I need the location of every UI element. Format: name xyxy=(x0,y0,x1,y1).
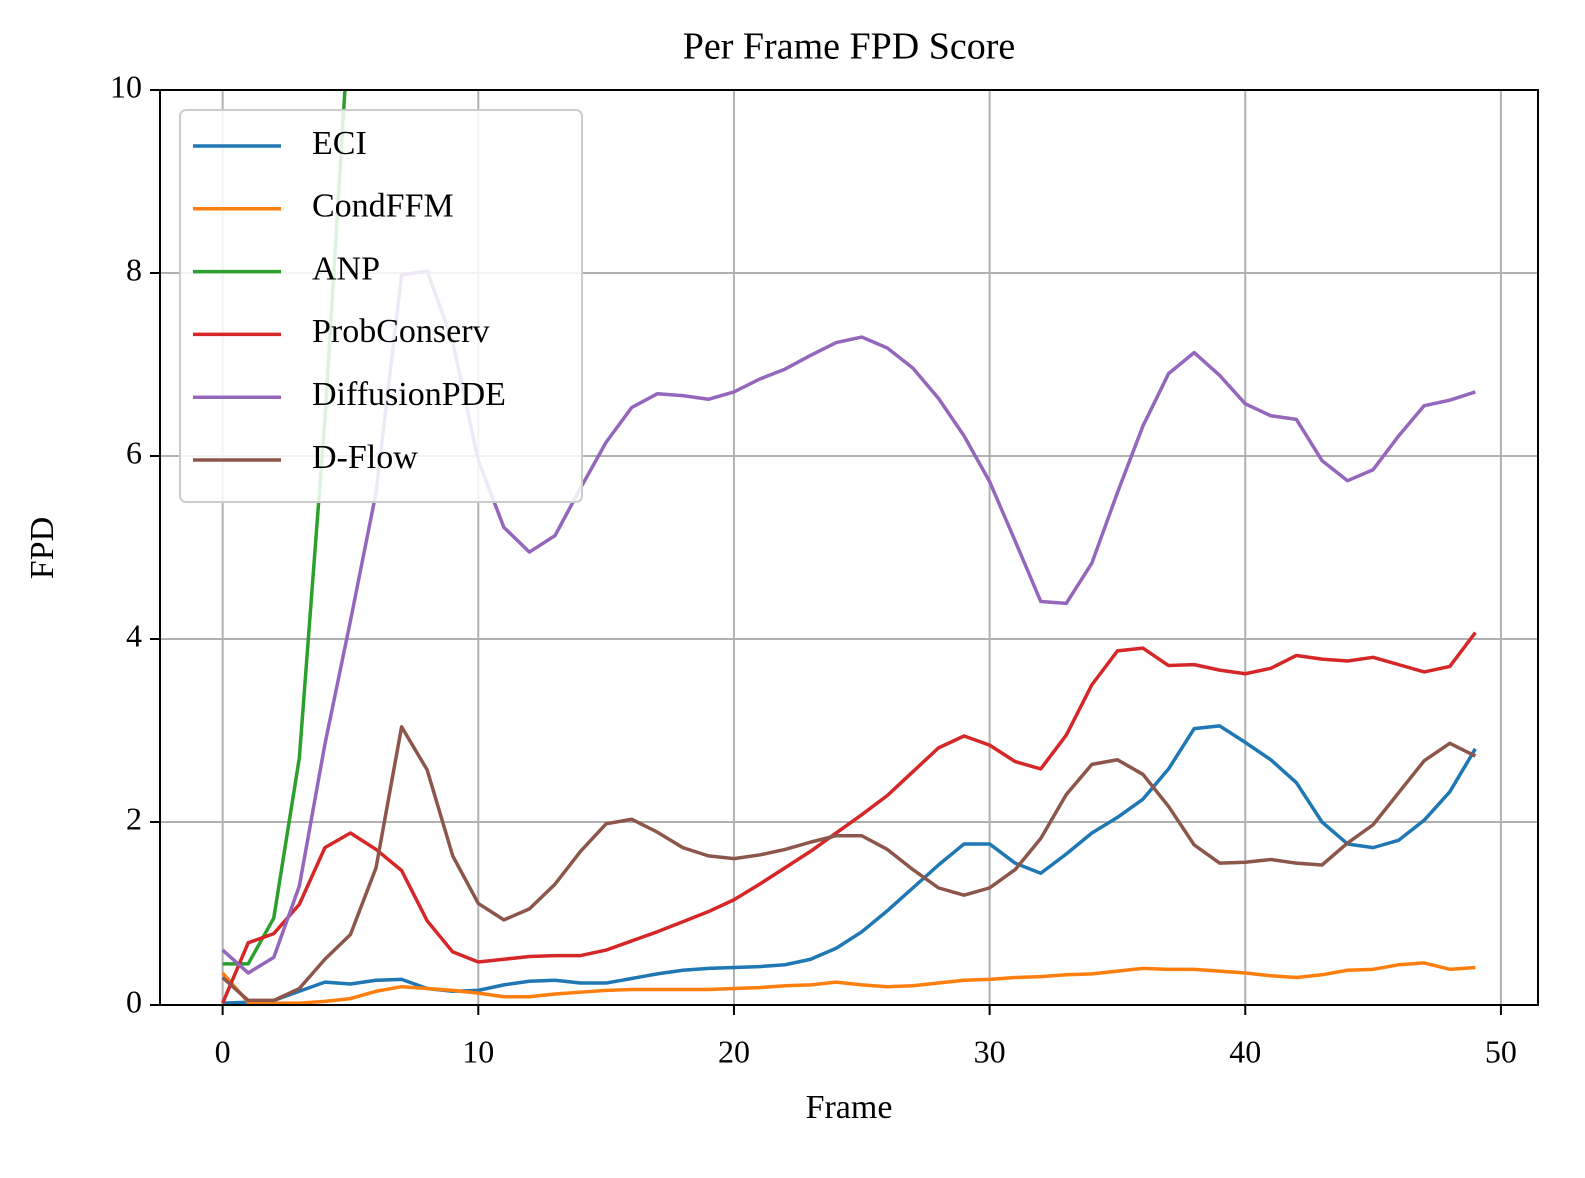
legend-label: ECI xyxy=(312,125,367,162)
legend-label: DiffusionPDE xyxy=(312,376,506,413)
data-line xyxy=(221,725,1477,1003)
x-axis-label: Frame xyxy=(806,1089,893,1126)
y-tick-label: 2 xyxy=(126,800,142,836)
x-tick-label: 10 xyxy=(462,1033,494,1069)
y-tick-label: 6 xyxy=(126,434,142,470)
legend: ECI CondFFM ANP ProbConserv DiffusionPDE D-Fl… xyxy=(179,109,583,503)
x-tick-label: 0 xyxy=(215,1033,231,1069)
legend-label: D-Flow xyxy=(312,439,418,476)
data-line xyxy=(221,961,1476,1005)
y-tick-label: 0 xyxy=(126,983,142,1019)
y-axis-label: FPD xyxy=(24,517,61,579)
y-tick-label: 4 xyxy=(126,617,142,653)
legend-label: ProbConserv xyxy=(312,313,490,350)
x-tick-label: 40 xyxy=(1229,1033,1261,1069)
legend-label: ANP xyxy=(312,250,380,287)
legend-label: CondFFM xyxy=(312,188,454,225)
x-tick-label: 30 xyxy=(974,1033,1006,1069)
axes-frame xyxy=(159,89,1539,1006)
x-tick-label: 20 xyxy=(718,1033,750,1069)
y-tick-label: 10 xyxy=(110,68,142,104)
data-line xyxy=(221,631,1477,1004)
chart-title: Per Frame FPD Score xyxy=(683,26,1015,68)
y-tick-label: 8 xyxy=(126,251,142,287)
x-tick-label: 50 xyxy=(1485,1033,1517,1069)
